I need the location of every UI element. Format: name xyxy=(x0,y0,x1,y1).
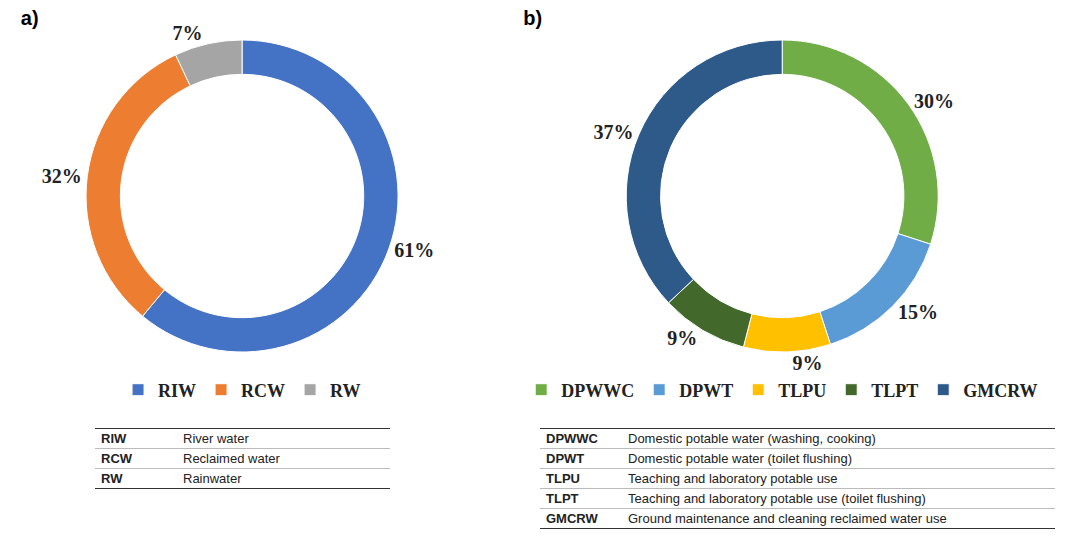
svg-text:TLPT: TLPT xyxy=(871,381,918,401)
html-text:DPWT: DPWT xyxy=(546,451,585,466)
html-text:RCW: RCW xyxy=(101,451,132,466)
html-text:RIW: RIW xyxy=(101,431,127,446)
svg-text:DPWT: DPWT xyxy=(679,381,733,401)
html-text:TLPT: TLPT xyxy=(546,491,579,506)
html-text:Reclaimed water: Reclaimed water xyxy=(183,451,280,466)
html-text:Rainwater: Rainwater xyxy=(183,471,242,486)
html-text:Ground maintenance and cleanin: Ground maintenance and cleaning reclaime… xyxy=(628,511,947,526)
svg-text:7%: 7% xyxy=(173,22,203,44)
html-text:River water: River water xyxy=(183,431,249,446)
svg-text:GMCRW: GMCRW xyxy=(963,381,1037,401)
svg-text:37%: 37% xyxy=(594,121,634,143)
html-text:DPWWC: DPWWC xyxy=(546,431,598,446)
svg-text:TLPU: TLPU xyxy=(778,381,826,401)
svg-text:DPWWC: DPWWC xyxy=(561,381,634,401)
svg-text:RIW: RIW xyxy=(158,381,196,401)
html-text:Domestic potable water (washin: Domestic potable water (washing, cooking… xyxy=(628,431,876,446)
svg-text:9%: 9% xyxy=(793,352,823,374)
html-text:GMCRW: GMCRW xyxy=(546,511,598,526)
html-text:Teaching and laboratory potabl: Teaching and laboratory potable use xyxy=(628,471,838,486)
svg-text:32%: 32% xyxy=(42,165,82,187)
svg-text:30%: 30% xyxy=(914,90,954,112)
html-text:Teaching and laboratory potabl: Teaching and laboratory potable use (toi… xyxy=(628,491,926,506)
svg-text:15%: 15% xyxy=(898,301,938,323)
svg-text:a): a) xyxy=(21,7,39,29)
html-text:Domestic potable water (toilet: Domestic potable water (toilet flushing) xyxy=(628,451,852,466)
svg-text:RCW: RCW xyxy=(241,381,285,401)
svg-text:RW: RW xyxy=(330,381,360,401)
svg-text:9%: 9% xyxy=(667,327,697,349)
html-text:RW: RW xyxy=(101,471,123,486)
svg-text:b): b) xyxy=(523,7,542,29)
html-text:TLPU: TLPU xyxy=(546,471,580,486)
svg-text:61%: 61% xyxy=(394,239,434,261)
